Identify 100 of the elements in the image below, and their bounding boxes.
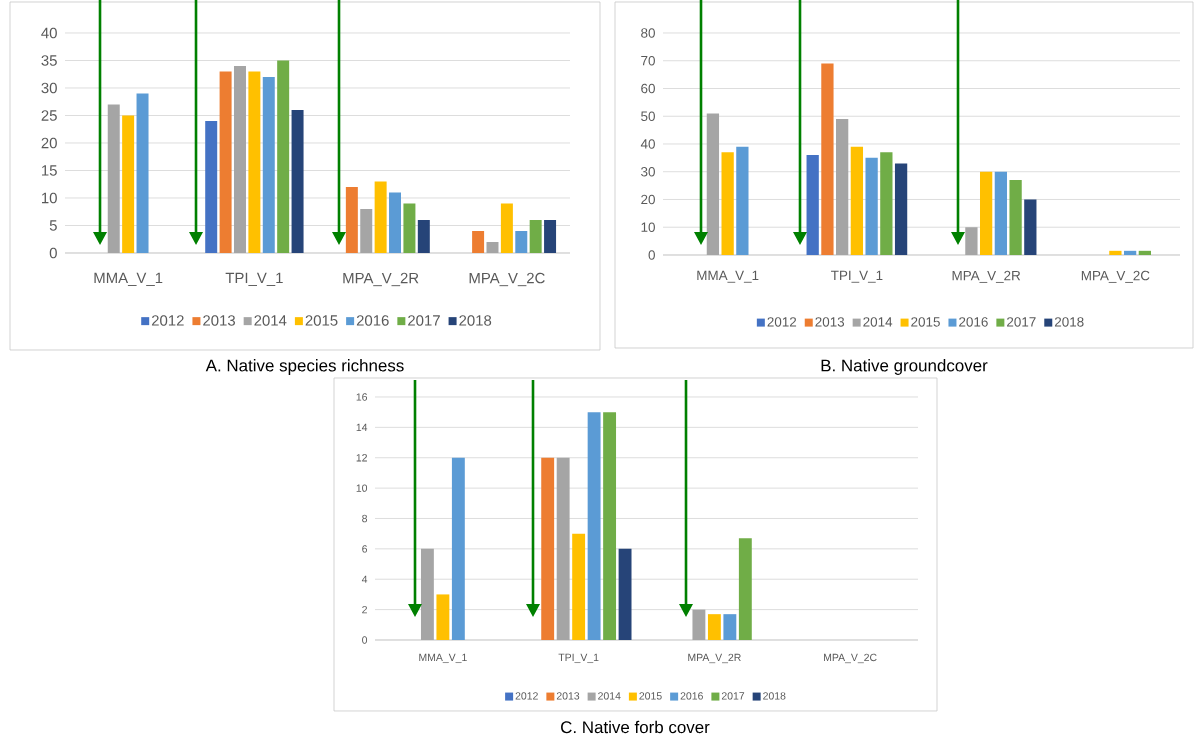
bar — [707, 614, 721, 640]
bar — [529, 219, 542, 253]
y-tick-label: 10 — [641, 222, 655, 232]
x-tick-label: MMA_V_1 — [697, 270, 759, 283]
legend-label: 2016 — [356, 315, 389, 326]
legend-label: 2017 — [1007, 317, 1036, 327]
y-tick-label: 50 — [641, 111, 655, 121]
bar — [345, 186, 358, 253]
text: A. Native species richness — [205, 359, 404, 375]
bar — [234, 65, 246, 253]
y-tick-label: 70 — [641, 55, 655, 66]
bar — [865, 157, 878, 255]
y-tick-label: 4 — [361, 575, 368, 583]
y-tick-label: 10 — [42, 192, 57, 204]
y-tick-label: 12 — [356, 454, 367, 462]
bar — [738, 538, 752, 640]
x-tick-label: MPA_V_2C — [1081, 270, 1150, 283]
bar — [544, 219, 557, 253]
y-tick-label: 40 — [41, 27, 57, 39]
bar — [1024, 199, 1037, 255]
bar — [603, 412, 617, 640]
legend-label: 2014 — [863, 317, 893, 327]
y-tick-label: 0 — [362, 636, 368, 644]
x-tick-label: MPA_V_2C — [824, 653, 877, 664]
bar — [1109, 250, 1122, 255]
legend-label: 2017 — [408, 315, 440, 326]
legend-label: 2018 — [1054, 317, 1084, 327]
y-tick-label: 20 — [41, 137, 57, 149]
y-tick-label: 30 — [41, 82, 57, 94]
bar — [721, 152, 734, 255]
legend-label: 2012 — [151, 315, 184, 326]
x-tick-label: MPA_V_2C — [469, 272, 545, 287]
x-tick-label: MMA_V_1 — [419, 653, 467, 664]
x-tick-label: TPI_V_1 — [225, 272, 283, 287]
bar — [994, 171, 1008, 255]
bar — [980, 171, 993, 255]
legend-label: 2018 — [763, 692, 786, 700]
x-tick-label: MPA_V_2R — [952, 270, 1021, 283]
bar — [515, 230, 528, 253]
bar — [277, 60, 290, 253]
legend-label: 2016 — [959, 317, 988, 327]
legend-label: 2015 — [305, 315, 338, 326]
bar — [556, 457, 570, 640]
y-tick-label: 2 — [362, 605, 367, 614]
y-tick-label: 40 — [640, 139, 655, 149]
bar — [572, 533, 586, 640]
bar — [389, 192, 402, 253]
legend-label: 2014 — [598, 692, 621, 700]
y-tick-label: 35 — [41, 55, 57, 66]
legend-label: 2018 — [459, 315, 492, 326]
y-tick-label: 10 — [356, 484, 368, 492]
legend-label: 2015 — [639, 692, 662, 700]
bar — [262, 76, 275, 253]
y-tick-label: 16 — [356, 393, 368, 401]
legend-label: 2012 — [515, 692, 538, 700]
bar — [1138, 250, 1151, 255]
y-tick-label: 6 — [362, 545, 368, 553]
legend-label: 2016 — [680, 692, 703, 700]
x-tick-label: MPA_V_2R — [688, 653, 741, 664]
bar — [692, 609, 706, 640]
bar — [219, 71, 232, 253]
legend-label: 2013 — [556, 692, 580, 700]
bar — [850, 146, 864, 255]
bar — [821, 63, 834, 255]
bar — [587, 412, 601, 640]
bar — [965, 227, 978, 255]
legend-label: 2013 — [815, 317, 845, 327]
bar — [736, 146, 749, 255]
bar — [836, 119, 849, 255]
bar — [403, 203, 416, 253]
bar — [291, 109, 304, 253]
bar — [894, 163, 908, 255]
bar — [374, 181, 387, 253]
y-tick-label: 80 — [641, 28, 655, 38]
bar — [1009, 180, 1022, 255]
legend-label: 2012 — [767, 317, 797, 327]
bar — [417, 219, 430, 253]
y-tick-label: 14 — [356, 423, 368, 431]
bar — [472, 230, 485, 253]
text: C. Native forb cover — [561, 720, 710, 734]
bar — [248, 71, 261, 253]
bar — [436, 594, 450, 640]
x-tick-label: MMA_V_1 — [94, 272, 163, 287]
bar — [360, 208, 373, 253]
y-tick-label: 60 — [641, 83, 655, 94]
text: B. Native groundcover — [821, 359, 988, 375]
legend-label: 2014 — [254, 315, 287, 326]
y-tick-label: 5 — [49, 220, 57, 231]
y-tick-label: 30 — [641, 166, 655, 177]
y-tick-label: 25 — [41, 110, 57, 121]
bar — [136, 93, 149, 253]
bar — [618, 548, 632, 640]
y-tick-label: 20 — [641, 194, 655, 205]
y-tick-label: 8 — [362, 514, 368, 523]
bar — [1123, 250, 1137, 255]
bar — [451, 457, 465, 640]
x-tick-label: TPI_V_1 — [558, 653, 599, 664]
legend-label: 2013 — [203, 315, 236, 326]
bar — [486, 241, 499, 253]
y-tick-label: 0 — [49, 247, 57, 259]
